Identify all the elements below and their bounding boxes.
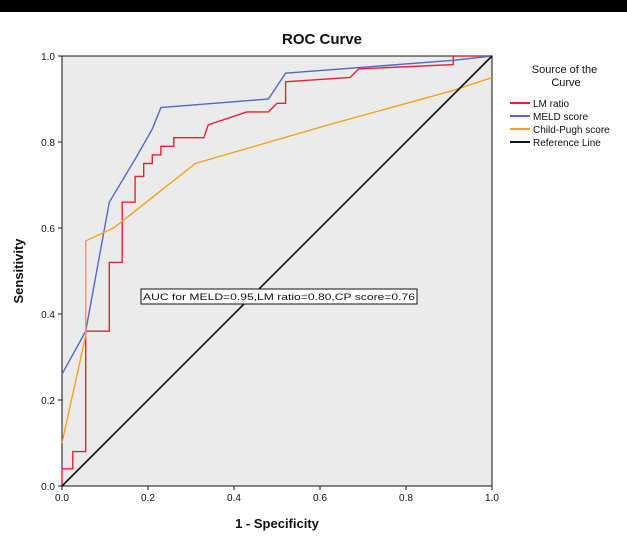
annotation-box: AUC for MELD=0.95,LM ratio=0.80,CP score… bbox=[140, 288, 418, 305]
y-tick-label: 0.2 bbox=[41, 396, 55, 407]
legend-title-line-1: Source of the bbox=[532, 64, 597, 76]
legend-label-lm-ratio: LM ratio bbox=[533, 99, 570, 110]
x-tick-label: 0.0 bbox=[55, 493, 69, 504]
series-lines bbox=[61, 55, 493, 487]
x-tick-label: 0.8 bbox=[399, 493, 413, 504]
x-tick-label: 1.0 bbox=[485, 493, 499, 504]
legend-label-reference-line: Reference Line bbox=[533, 138, 601, 149]
y-tick-label: 0.0 bbox=[41, 482, 55, 493]
x-tick-label: 0.2 bbox=[141, 493, 155, 504]
y-tick-label: 1.0 bbox=[41, 52, 55, 63]
x-axis-label: 1 - Specificity bbox=[235, 516, 320, 531]
axis-ticks: 0.0 0.2 0.4 0.6 0.8 1.0 0.0 0.2 0.4 0.6 0.8 1.0 bbox=[41, 52, 499, 504]
y-tick-label: 0.6 bbox=[41, 224, 55, 235]
series-line-reference-line bbox=[61, 55, 493, 487]
chart-title: ROC Curve bbox=[282, 31, 362, 48]
legend-label-meld-score: MELD score bbox=[533, 112, 588, 123]
legend-title: Source of the Curve bbox=[532, 64, 601, 89]
series-line-lm-ratio bbox=[61, 55, 492, 486]
x-tick-label: 0.6 bbox=[313, 493, 327, 504]
y-axis-label: Sensitivity bbox=[11, 238, 26, 304]
annotation-text: AUC for MELD=0.95,LM ratio=0.80,CP score… bbox=[143, 292, 415, 303]
x-tick-label: 0.4 bbox=[227, 493, 241, 504]
legend: Source of the Curve LM ratio MELD score Ch… bbox=[510, 64, 610, 149]
series-line-meld-score bbox=[61, 55, 493, 375]
legend-label-child-pugh-score: Child-Pugh score bbox=[533, 125, 610, 136]
legend-title-line-2: Curve bbox=[551, 77, 580, 89]
top-black-bar bbox=[0, 0, 627, 12]
y-tick-label: 0.8 bbox=[41, 138, 55, 149]
legend-items: LM ratio MELD score Child-Pugh score Refere… bbox=[510, 99, 610, 149]
series-line-child-pugh-score bbox=[61, 76, 493, 444]
y-tick-label: 0.4 bbox=[41, 310, 55, 321]
annotation-frame bbox=[140, 288, 418, 305]
